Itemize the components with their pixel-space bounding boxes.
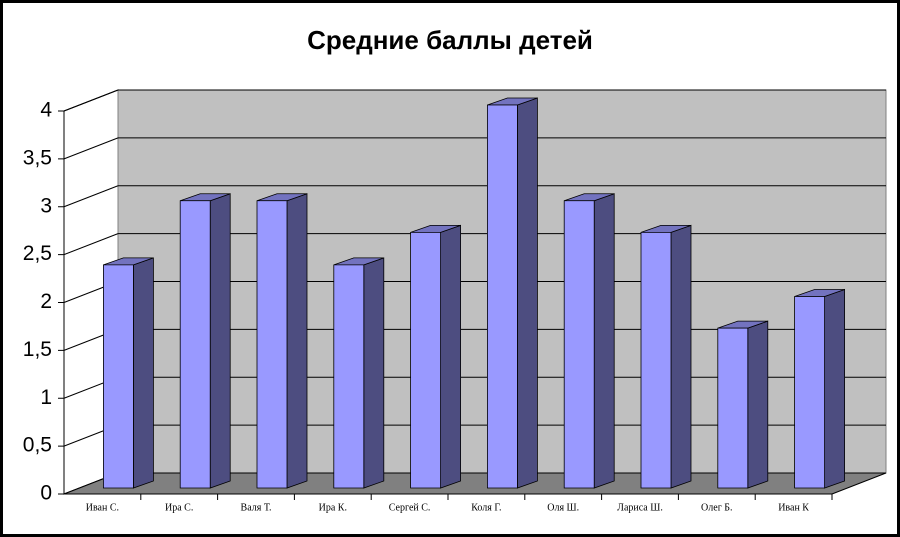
- bar: [486, 97, 538, 489]
- grid-line: [63, 137, 119, 160]
- bar-side: [132, 257, 154, 489]
- bar-side: [517, 97, 538, 489]
- grid-line: [63, 89, 119, 112]
- bar-side: [440, 224, 462, 489]
- bar-side: [824, 288, 845, 489]
- bar: [103, 257, 154, 489]
- x-tick-label: Валя Т.: [241, 502, 272, 513]
- bar-front: [410, 231, 442, 489]
- bar-front: [256, 200, 288, 489]
- grid-line: [63, 185, 119, 208]
- bar-front: [486, 104, 518, 489]
- bar-front: [333, 264, 365, 489]
- chart-title: Средние баллы детей: [307, 25, 593, 55]
- bar-side: [747, 320, 769, 489]
- y-tick-label: 1,5: [23, 338, 52, 361]
- x-tick-label: Ира С.: [165, 502, 193, 513]
- bar: [333, 257, 385, 489]
- bar-front: [103, 264, 134, 489]
- y-tick-label: 2: [40, 290, 52, 313]
- bar-side: [363, 257, 385, 489]
- bar-side: [670, 224, 692, 489]
- x-tick-label: Иван К: [778, 502, 809, 513]
- bar-front: [179, 200, 211, 489]
- bar-front: [794, 296, 825, 489]
- grid-line: [63, 233, 119, 256]
- x-tick-label: Ира К.: [319, 502, 347, 513]
- y-tick-label: 3,5: [23, 146, 52, 169]
- y-tick-label: 3: [40, 194, 52, 217]
- x-tick-label: Сергей С.: [389, 502, 431, 513]
- x-tick-label: Иван С.: [86, 502, 119, 513]
- y-tick-label: 2,5: [23, 242, 52, 265]
- bar: [179, 193, 231, 489]
- bar: [256, 193, 308, 489]
- bar-front: [563, 200, 595, 489]
- bar-side: [209, 193, 231, 489]
- bar: [640, 224, 692, 489]
- x-tick-label: Лариса Ш.: [617, 502, 663, 513]
- bar-side: [286, 193, 308, 489]
- x-tick-label: Оля Ш.: [547, 502, 579, 513]
- x-tick-label: Олег Б.: [701, 502, 733, 513]
- bar: [563, 193, 615, 489]
- bar: [717, 320, 769, 489]
- bar: [410, 224, 462, 489]
- y-tick-label: 0: [40, 482, 52, 505]
- bar-front: [717, 327, 749, 489]
- x-tick-label: Коля Г.: [471, 502, 501, 513]
- y-tick-label: 0,5: [23, 434, 52, 457]
- bar-side: [593, 193, 615, 489]
- bar-front: [640, 231, 672, 489]
- bar: [794, 288, 845, 489]
- floor-edge: [831, 472, 887, 495]
- y-tick-label: 1: [40, 386, 52, 409]
- y-tick-label: 4: [40, 99, 52, 122]
